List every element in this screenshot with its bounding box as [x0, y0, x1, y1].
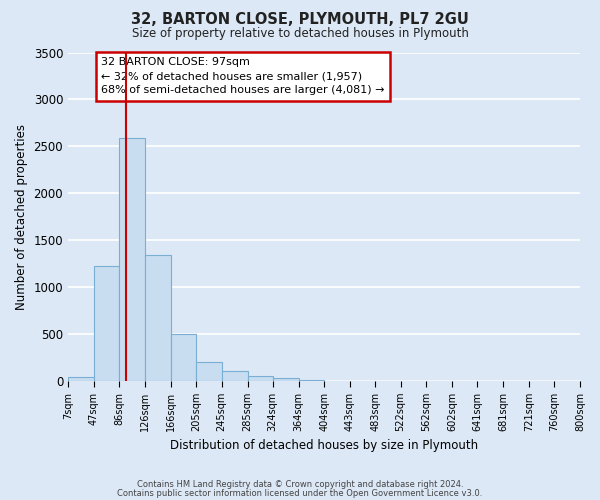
- Text: 32, BARTON CLOSE, PLYMOUTH, PL7 2GU: 32, BARTON CLOSE, PLYMOUTH, PL7 2GU: [131, 12, 469, 28]
- Text: Contains public sector information licensed under the Open Government Licence v3: Contains public sector information licen…: [118, 489, 482, 498]
- Bar: [221, 371, 248, 381]
- Bar: [68, 376, 94, 381]
- Bar: [299, 380, 325, 381]
- Y-axis label: Number of detached properties: Number of detached properties: [15, 124, 28, 310]
- Bar: [119, 138, 145, 381]
- X-axis label: Distribution of detached houses by size in Plymouth: Distribution of detached houses by size …: [170, 440, 478, 452]
- Bar: [196, 362, 221, 381]
- Text: 32 BARTON CLOSE: 97sqm
← 32% of detached houses are smaller (1,957)
68% of semi-: 32 BARTON CLOSE: 97sqm ← 32% of detached…: [101, 58, 385, 96]
- Bar: [94, 266, 119, 381]
- Text: Size of property relative to detached houses in Plymouth: Size of property relative to detached ho…: [131, 28, 469, 40]
- Bar: [248, 376, 272, 381]
- Bar: [145, 256, 170, 381]
- Text: Contains HM Land Registry data © Crown copyright and database right 2024.: Contains HM Land Registry data © Crown c…: [137, 480, 463, 489]
- Bar: [170, 334, 196, 381]
- Bar: [272, 378, 299, 381]
